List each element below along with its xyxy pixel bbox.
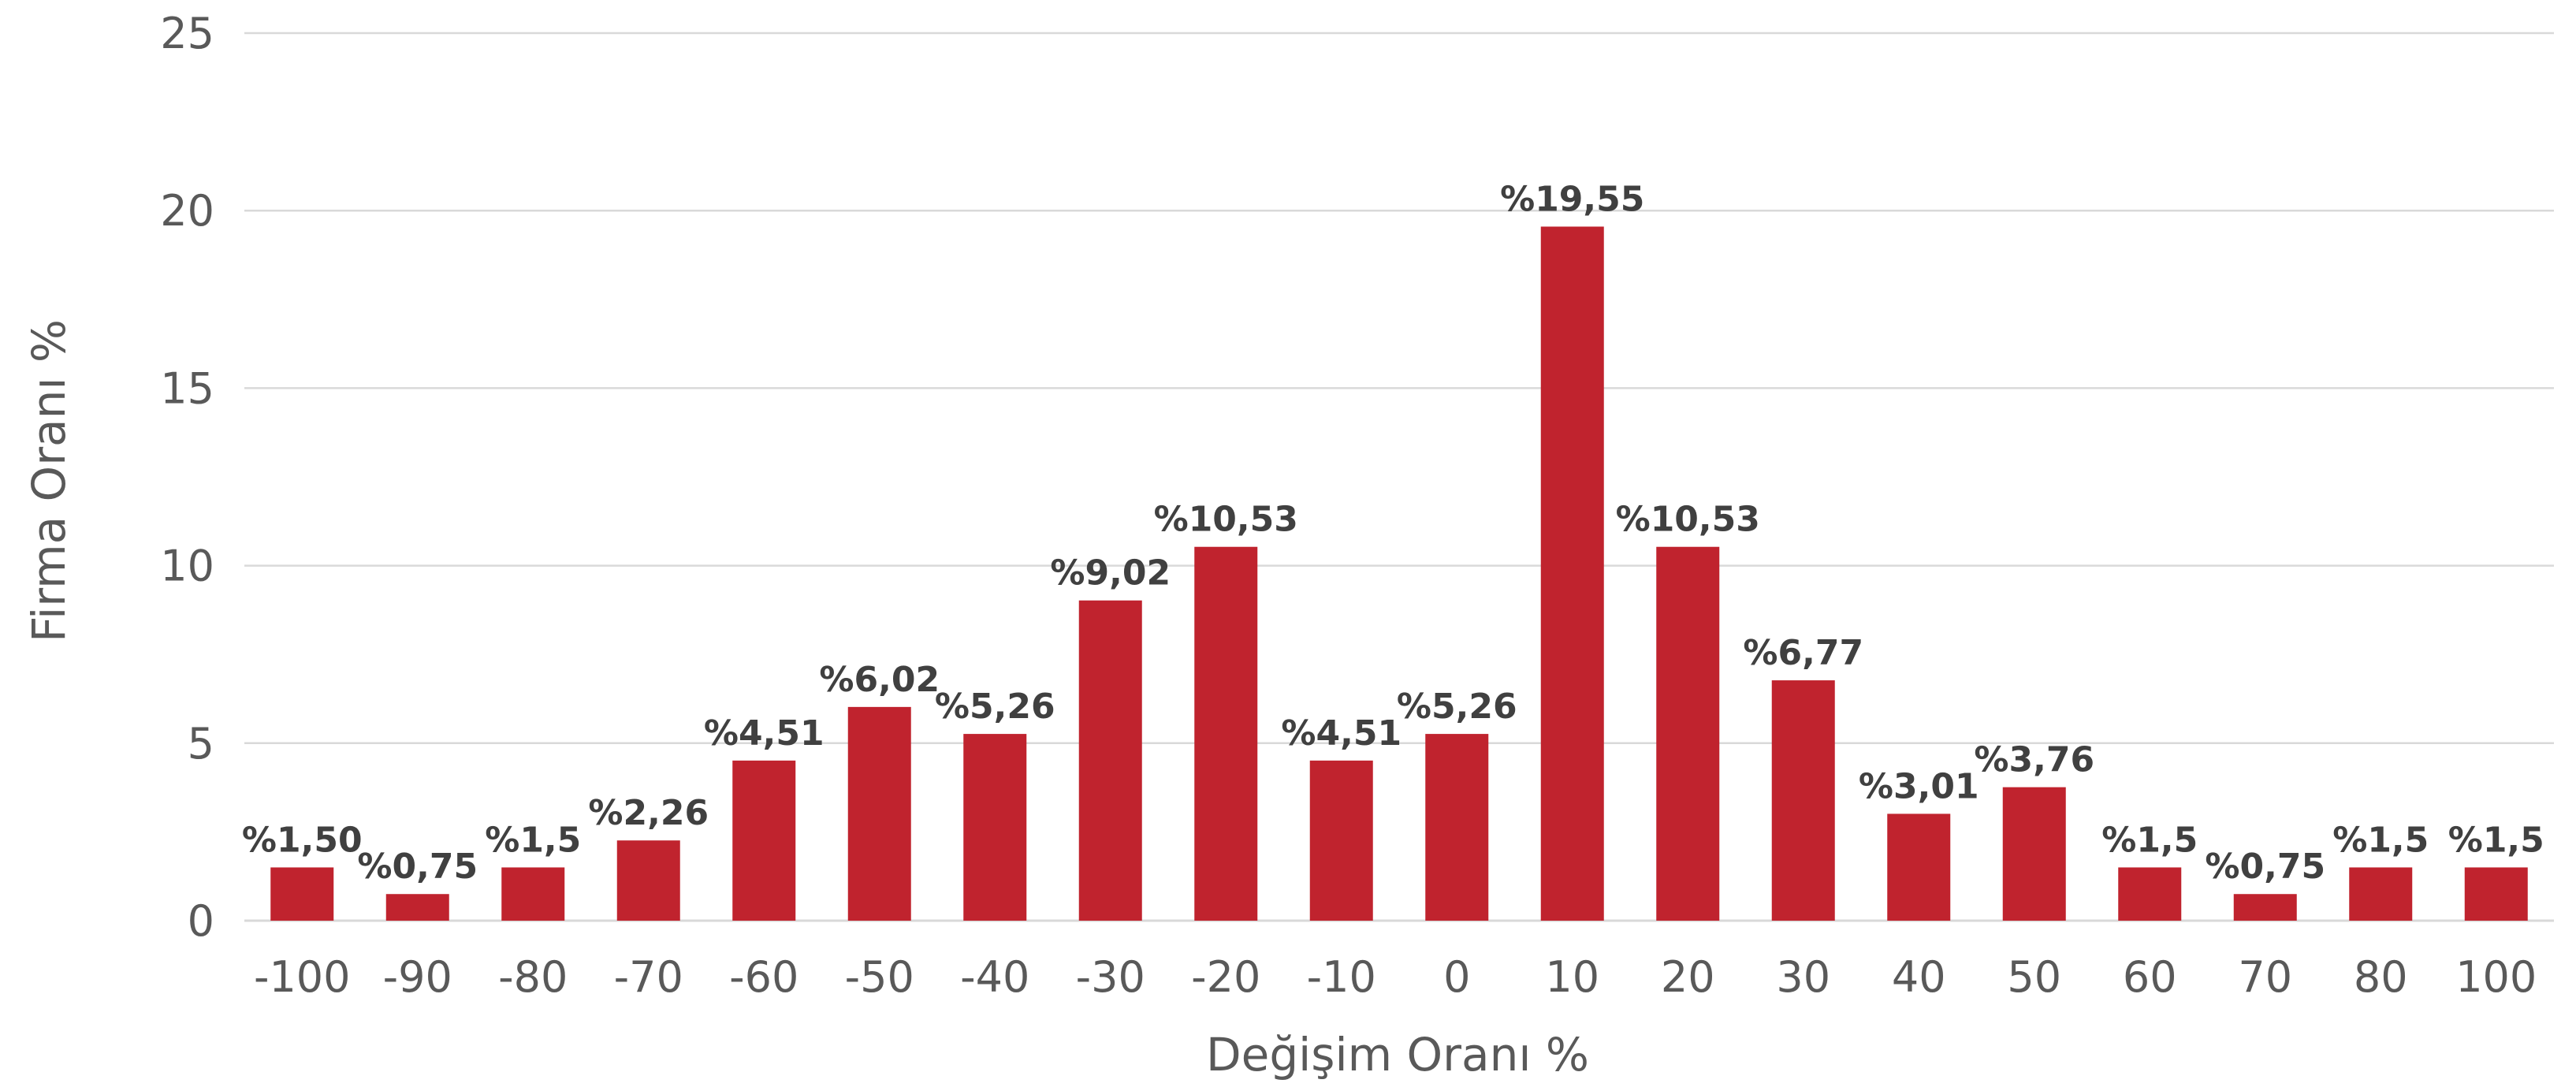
x-tick-label: 100 (2455, 952, 2537, 1002)
bar (1887, 813, 1951, 921)
data-label: %6,02 (819, 660, 940, 700)
y-tick-label: 0 (188, 896, 214, 946)
data-label: %4,51 (1281, 713, 1402, 754)
x-tick-label: 70 (2238, 952, 2292, 1002)
x-tick-label: 10 (1545, 952, 1599, 1002)
data-label: %1,5 (2448, 820, 2544, 860)
bar (1425, 734, 1489, 921)
bar (385, 894, 449, 921)
x-tick-label: 50 (2007, 952, 2061, 1002)
y-tick-label: 20 (160, 186, 214, 236)
data-label: %4,51 (704, 713, 825, 754)
data-label: %3,01 (1859, 766, 1979, 806)
data-label: %9,02 (1050, 553, 1171, 594)
bar (1540, 226, 1604, 921)
data-label: %1,50 (242, 820, 363, 860)
bar (1771, 680, 1835, 921)
x-tick-label: 20 (1661, 952, 1715, 1002)
x-tick-label: -40 (960, 952, 1029, 1002)
bar (963, 734, 1027, 921)
data-label: %10,53 (1616, 500, 1760, 540)
x-tick-label: 40 (1892, 952, 1946, 1002)
data-label: %2,26 (588, 793, 709, 833)
y-tick-label: 10 (160, 542, 214, 591)
data-label: %5,26 (1397, 687, 1517, 727)
data-label: %1,5 (2101, 820, 2198, 860)
y-tick-label: 25 (160, 9, 214, 58)
bars (270, 226, 2528, 921)
y-axis-title: Firma Oranı % (22, 319, 76, 642)
data-label: %10,53 (1154, 500, 1298, 540)
x-tick-label: -80 (498, 952, 568, 1002)
x-tick-label: 30 (1776, 952, 1830, 1002)
data-label: %1,5 (2332, 820, 2429, 860)
x-axis-title: Değişim Oranı % (1206, 1028, 1589, 1081)
bar (2118, 867, 2182, 921)
x-axis-ticks: -100 -90 -80 -70 -60 -50 -40 -30 -20 -10 0 10 20 30 40… (254, 952, 2537, 1002)
x-tick-label: 60 (2123, 952, 2177, 1002)
bar (1656, 546, 1720, 921)
bar (1078, 600, 1142, 921)
x-tick-label: -50 (845, 952, 914, 1002)
gridlines (244, 32, 2554, 922)
bar (2464, 867, 2528, 921)
bar (1309, 760, 1373, 921)
bar (270, 867, 334, 921)
bar (847, 706, 911, 921)
x-tick-label: -90 (383, 952, 452, 1002)
data-label: %1,5 (485, 820, 581, 860)
y-tick-label: 5 (188, 719, 214, 769)
x-tick-label: 80 (2354, 952, 2408, 1002)
x-tick-label: -100 (254, 952, 351, 1002)
data-label: %3,76 (1974, 740, 2094, 780)
x-tick-label: -70 (614, 952, 683, 1002)
bar (616, 840, 680, 921)
x-tick-label: -20 (1191, 952, 1260, 1002)
data-labels: %1,50%0,75%1,5%2,26%4,51%6,02%5,26%9,02%… (242, 179, 2544, 887)
data-label: %6,77 (1743, 633, 1863, 673)
data-label: %19,55 (1500, 179, 1644, 219)
y-axis-ticks: 0 5 10 15 20 25 (160, 9, 214, 946)
data-label: %0,75 (2205, 847, 2325, 887)
y-tick-label: 15 (160, 363, 214, 413)
x-tick-label: -10 (1307, 952, 1376, 1002)
bar (1194, 546, 1258, 921)
data-label: %0,75 (357, 847, 478, 887)
bar (2002, 787, 2066, 921)
data-label: %5,26 (935, 687, 1055, 727)
bar (2233, 894, 2297, 921)
x-tick-label: 0 (1443, 952, 1470, 1002)
bar (2349, 867, 2413, 921)
x-tick-label: -30 (1076, 952, 1145, 1002)
x-tick-label: -60 (729, 952, 798, 1002)
bar (732, 760, 796, 921)
bar (501, 867, 565, 921)
